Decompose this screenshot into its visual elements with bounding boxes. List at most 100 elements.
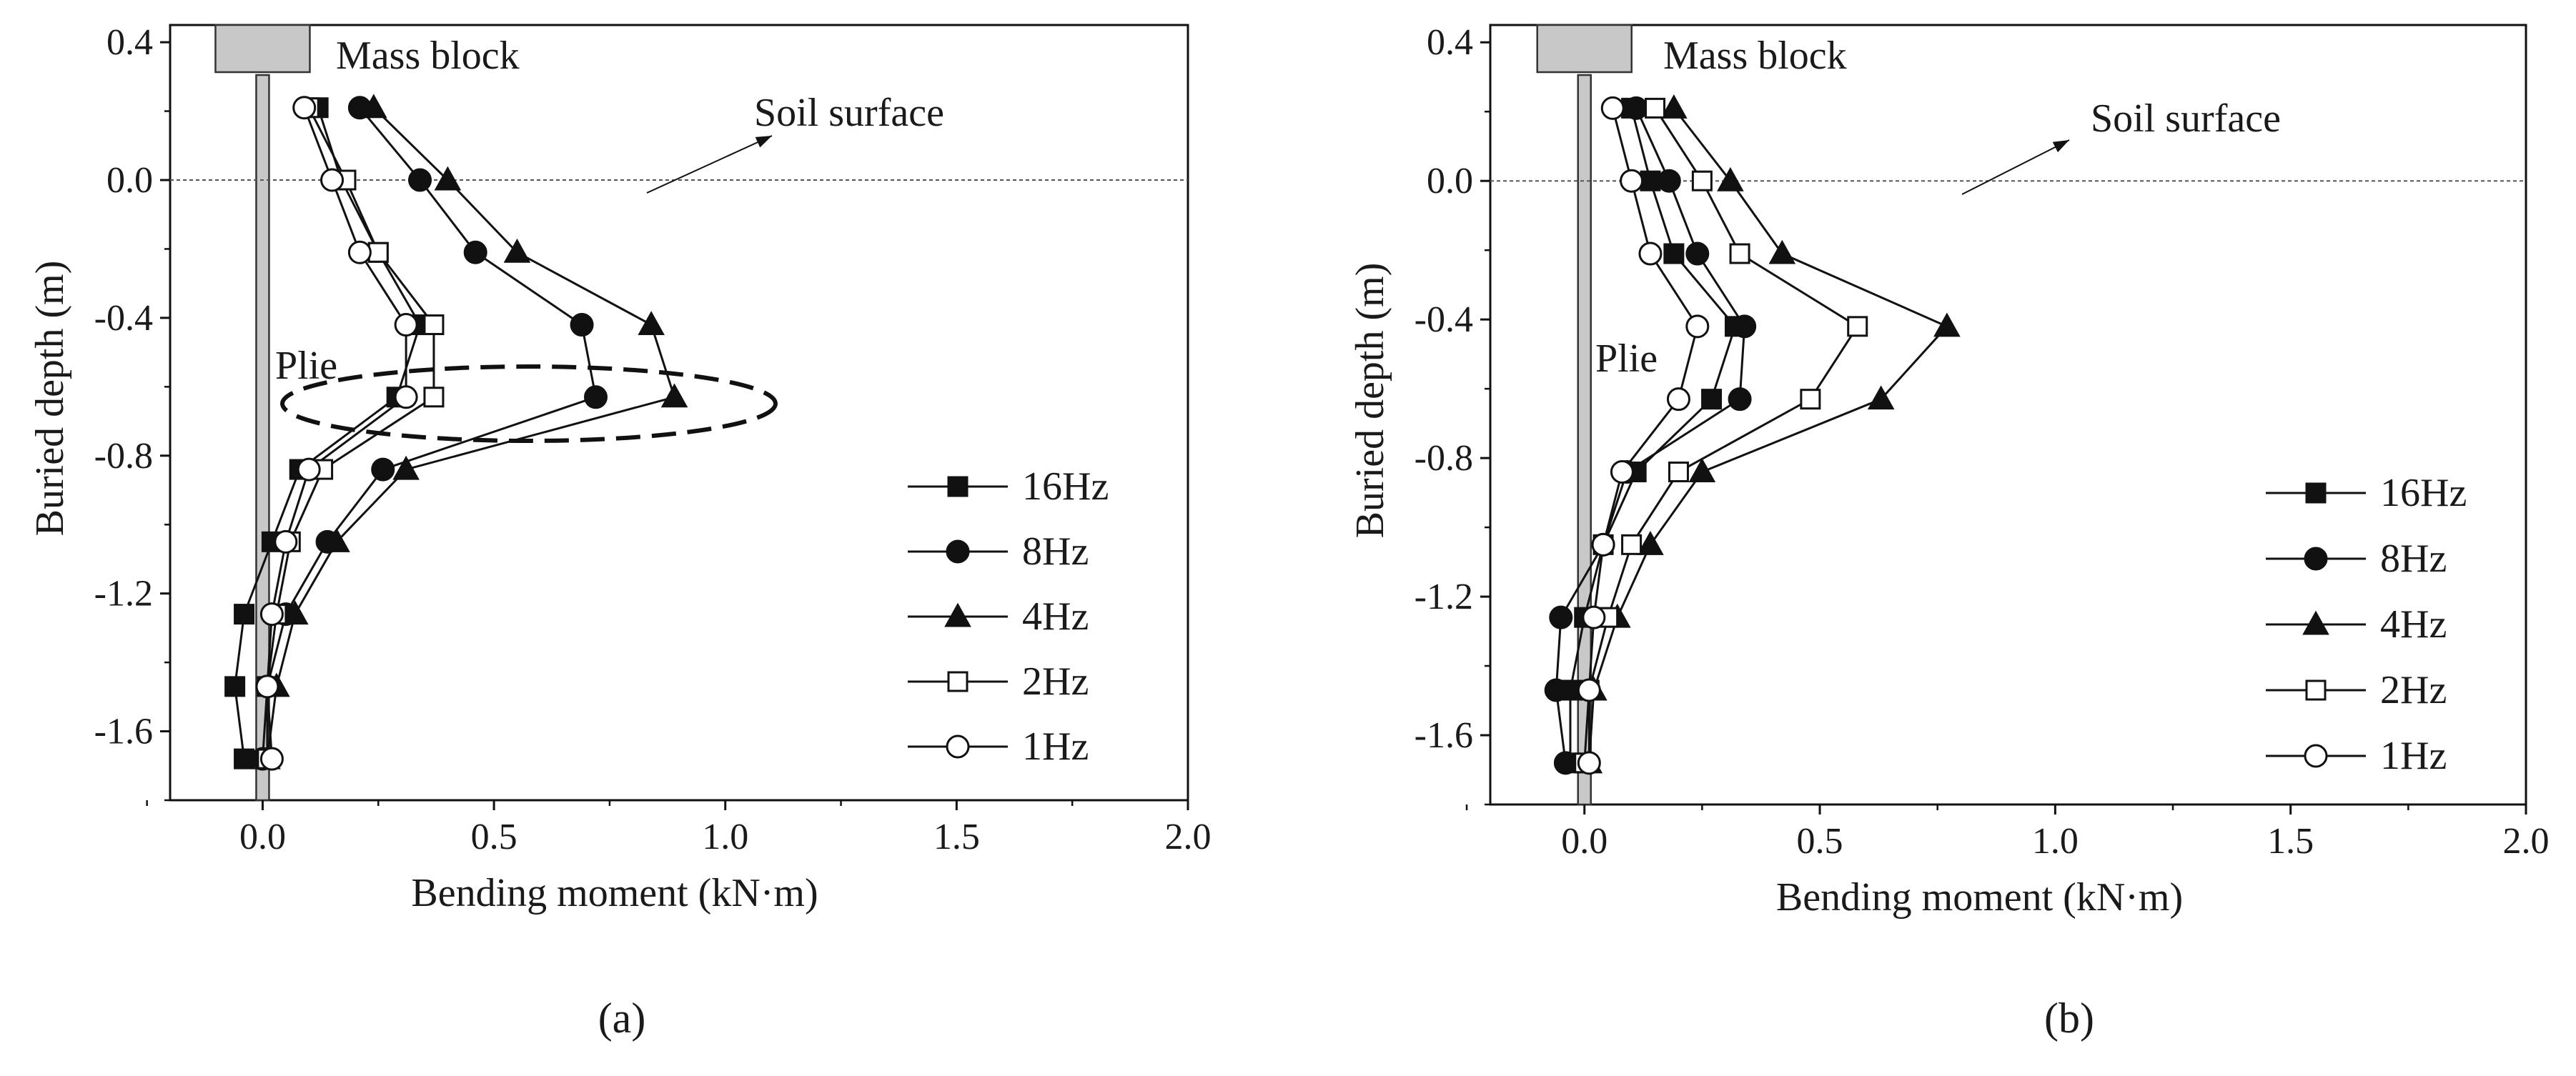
series-line-1Hz — [266, 107, 407, 759]
data-point-8Hz — [371, 457, 395, 482]
data-point-1Hz — [1582, 605, 1606, 629]
pile-label: Plie — [275, 344, 337, 388]
series-markers-1Hz — [1577, 96, 1710, 775]
series-line-4Hz — [1587, 107, 1949, 763]
x-tick-label: 0.0 — [1561, 821, 1607, 862]
series-line-16Hz — [234, 107, 422, 759]
legend-label: 2Hz — [1022, 659, 1089, 704]
data-point-2Hz — [1800, 389, 1821, 410]
panel-label: (a) — [598, 995, 646, 1042]
data-point-1Hz — [1620, 169, 1644, 193]
data-point-4Hz — [1867, 385, 1895, 410]
x-axis-label: Bending moment (kN·m) — [411, 871, 818, 915]
legend-marker — [946, 539, 970, 564]
data-point-8Hz — [1544, 678, 1568, 702]
series-markers-8Hz — [250, 96, 608, 771]
y-tick-label: -1.2 — [1415, 577, 1473, 617]
data-point-2Hz — [1621, 534, 1643, 555]
data-point-4Hz — [1933, 312, 1961, 337]
series-4Hz — [266, 106, 676, 759]
highlight-ellipse — [280, 364, 778, 443]
y-tick-label: -1.2 — [94, 574, 153, 614]
x-axis-label: Bending moment (kN·m) — [1776, 875, 2183, 920]
data-point-16Hz — [234, 604, 255, 625]
data-point-8Hz — [1733, 314, 1757, 339]
series-line-2Hz — [266, 107, 435, 759]
x-tick-label: 1.5 — [2267, 821, 2314, 862]
data-point-4Hz — [638, 311, 665, 336]
legend-marker — [947, 476, 969, 497]
data-point-2Hz — [367, 241, 389, 263]
data-point-4Hz — [1660, 94, 1688, 119]
soil-surface-label: Soil surface — [754, 91, 944, 135]
data-point-16Hz — [224, 676, 246, 697]
data-point-1Hz — [292, 96, 317, 120]
data-point-8Hz — [1549, 605, 1573, 629]
data-point-16Hz — [1663, 243, 1685, 264]
mass-block-label: Mass block — [336, 34, 520, 78]
series-line-16Hz — [1569, 107, 1737, 763]
y-tick-label: -0.4 — [94, 298, 153, 339]
data-point-1Hz — [1610, 460, 1634, 484]
x-tick-label: 1.0 — [702, 817, 748, 857]
legend-label: 16Hz — [1022, 464, 1109, 509]
mass-block — [1536, 24, 1633, 74]
soil-surface-label: Soil surface — [2091, 96, 2281, 141]
series-line-8Hz — [261, 106, 598, 759]
data-point-4Hz — [1717, 166, 1744, 191]
data-point-2Hz — [1847, 316, 1868, 337]
y-tick-label: 0.4 — [106, 22, 153, 63]
y-tick-label: -0.4 — [1415, 299, 1473, 340]
data-point-1Hz — [259, 602, 284, 627]
y-tick-label: -0.8 — [94, 436, 153, 477]
data-point-1Hz — [394, 313, 418, 337]
data-point-4Hz — [360, 94, 387, 119]
series-8Hz — [1555, 107, 1746, 764]
soil-surface-arrow — [646, 135, 773, 194]
y-tick-label: 0.0 — [106, 160, 153, 201]
data-point-1Hz — [255, 674, 279, 699]
y-tick-label: -1.6 — [94, 712, 153, 752]
series-markers-2Hz — [1574, 97, 1868, 774]
chart-panel-b: 0.0 0.5 1.0 1.5 2.0 0.4 0.0 -0.4 -0.8 -1.2 -1.6 Ben… — [1348, 22, 2550, 1042]
legend-label: 1Hz — [1022, 724, 1089, 769]
data-point-1Hz — [1577, 751, 1601, 775]
data-point-2Hz — [423, 314, 445, 336]
y-tick-label: -0.8 — [1415, 438, 1473, 479]
data-point-1Hz — [1666, 387, 1690, 412]
legend-marker — [2305, 482, 2327, 504]
data-point-1Hz — [1600, 96, 1625, 120]
x-tick-label: 0.5 — [1797, 821, 1843, 862]
data-point-1Hz — [1685, 314, 1710, 339]
data-point-8Hz — [1685, 241, 1710, 266]
mass-block-label: Mass block — [1663, 34, 1847, 78]
series-1Hz — [266, 107, 407, 759]
series-markers-4Hz — [254, 94, 688, 769]
x-tick-label: 2.0 — [1165, 817, 1212, 857]
data-point-1Hz — [259, 747, 284, 771]
series-1Hz — [1587, 107, 1699, 763]
pile-label: Plie — [1595, 337, 1658, 381]
data-point-1Hz — [347, 240, 372, 264]
x-tick-label: 1.5 — [933, 817, 980, 857]
series-16Hz — [1569, 107, 1737, 763]
data-point-4Hz — [1637, 530, 1664, 555]
data-point-2Hz — [1691, 170, 1713, 191]
data-point-1Hz — [394, 385, 418, 409]
chart-panel-a: 0.0 0.5 1.0 1.5 2.0 0.4 0.0 -0.4 -0.8 -1.2 -1.6 Ben… — [28, 22, 1212, 1042]
legend-marker — [944, 602, 971, 627]
series-markers-4Hz — [1575, 94, 1961, 774]
legend-label: 2Hz — [2380, 668, 2447, 712]
arrow-head — [755, 136, 772, 148]
plot-frame — [1489, 24, 2527, 806]
plot-frame — [169, 24, 1189, 802]
legend-label: 8Hz — [2380, 537, 2447, 581]
data-point-8Hz — [570, 313, 594, 337]
y-tick-label: 0.4 — [1427, 22, 1473, 63]
legend-label: 16Hz — [2380, 471, 2467, 515]
series-16Hz — [234, 107, 422, 759]
legend-label: 1Hz — [2380, 734, 2447, 778]
legend: 16Hz 8Hz 4Hz 2Hz 1Hz — [2266, 471, 2467, 778]
legend-marker — [946, 734, 970, 759]
